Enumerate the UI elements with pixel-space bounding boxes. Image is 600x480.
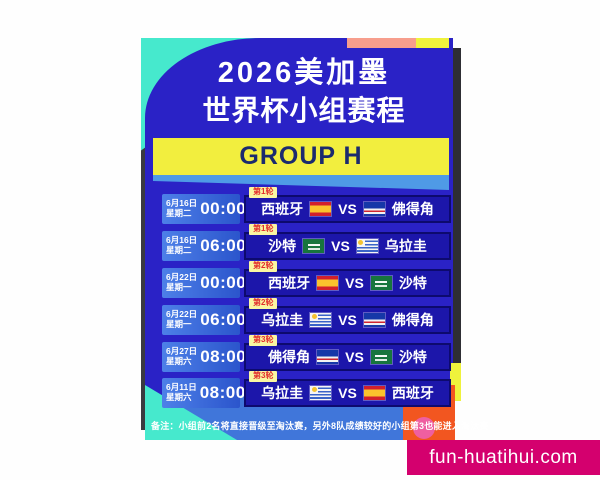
round-tag: 第2轮 (249, 261, 278, 272)
match-weekday: 星期六 (166, 356, 192, 366)
away-team-name: 沙特 (398, 349, 427, 365)
match-row: 6月22日 星期一 06:00 第2轮 乌拉圭 VS 佛得角 (141, 298, 461, 336)
watermark-text: fun-huatihui.com (429, 446, 578, 468)
home-team-flag-icon (310, 386, 332, 400)
match-row: 6月16日 星期二 00:00 第1轮 西班牙 VS 佛得角 (141, 187, 461, 225)
match-time: 00:00 (200, 273, 247, 292)
home-team-name: 乌拉圭 (261, 385, 304, 401)
away-team-flag-icon (363, 386, 385, 400)
match-date: 6月22日 (166, 272, 198, 283)
match-weekday: 星期二 (166, 245, 192, 255)
date-stack: 6月22日 星期一 (166, 272, 198, 293)
poster-right-edge (452, 48, 461, 363)
match-box: 第2轮 乌拉圭 VS 佛得角 (244, 298, 451, 334)
match-time: 00:00 (200, 199, 247, 218)
match-box: 第1轮 沙特 VS 乌拉圭 (244, 224, 451, 260)
home-team-name: 乌拉圭 (261, 312, 304, 328)
away-team-name: 佛得角 (391, 312, 434, 328)
away-team-name: 乌拉圭 (384, 238, 427, 254)
round-tag: 第3轮 (249, 335, 278, 346)
away-team-flag-icon (370, 350, 392, 364)
match-datetime: 6月22日 星期一 00:00 (162, 268, 246, 298)
yellow-top-strip-decoration (416, 38, 449, 48)
home-team-name: 沙特 (268, 238, 297, 254)
match-row: 6月11日 星期六 08:00 第3轮 乌拉圭 VS 西班牙 (141, 371, 461, 409)
match-weekday: 星期一 (166, 319, 192, 329)
home-team-flag-icon (310, 202, 332, 216)
yellow-right-strip-decoration (450, 363, 461, 401)
match-time: 08:00 (199, 383, 246, 402)
match-box: 第1轮 西班牙 VS 佛得角 (244, 187, 451, 223)
match-datetime: 6月22日 星期一 06:00 (162, 305, 246, 335)
round-tag: 第2轮 (249, 298, 278, 309)
match-box: 第3轮 乌拉圭 VS 西班牙 (244, 371, 451, 407)
pink-circle-decoration (413, 417, 435, 439)
vs-label: VS (331, 238, 350, 254)
match-box: 第2轮 西班牙 VS 沙特 (244, 261, 451, 297)
match-weekday: 星期二 (166, 208, 192, 218)
match-weekday: 星期六 (166, 392, 192, 402)
date-stack: 6月22日 星期一 (166, 309, 198, 330)
match-datetime: 6月11日 星期六 08:00 (162, 378, 245, 408)
home-team-name: 西班牙 (268, 275, 311, 291)
home-team-flag-icon (303, 239, 325, 253)
match-date: 6月22日 (166, 309, 198, 320)
vs-label: VS (338, 312, 357, 328)
match-date: 6月11日 (166, 382, 197, 393)
round-tag: 第1轮 (249, 187, 278, 198)
away-team-flag-icon (370, 276, 392, 290)
poster-left-edge (141, 90, 146, 430)
date-stack: 6月16日 星期二 (166, 235, 198, 256)
round-tag: 第1轮 (249, 224, 278, 235)
away-team-flag-icon (363, 313, 385, 327)
match-weekday: 星期一 (166, 282, 192, 292)
match-row: 6月22日 星期一 00:00 第2轮 西班牙 VS 沙特 (141, 261, 461, 299)
round-tag: 第3轮 (249, 371, 278, 382)
match-date: 6月27日 (166, 346, 198, 357)
worldcup-schedule-poster: 2026美加墨 世界杯小组赛程 GROUP H 6月16日 星期二 00:00 … (141, 38, 489, 440)
date-stack: 6月27日 星期六 (166, 346, 198, 367)
home-team-flag-icon (317, 276, 339, 290)
home-team-flag-icon (310, 313, 332, 327)
away-team-flag-icon (363, 202, 385, 216)
home-team-name: 西班牙 (261, 201, 304, 217)
match-datetime: 6月16日 星期二 00:00 (162, 194, 246, 224)
match-time: 06:00 (200, 310, 247, 329)
away-team-flag-icon (356, 239, 378, 253)
match-box: 第3轮 佛得角 VS 沙特 (244, 335, 451, 371)
match-datetime: 6月16日 星期二 06:00 (162, 231, 246, 261)
group-banner: GROUP H (153, 138, 449, 175)
date-stack: 6月11日 星期六 (166, 382, 197, 403)
match-date: 6月16日 (166, 198, 198, 209)
match-time: 06:00 (200, 236, 247, 255)
home-team-flag-icon (317, 350, 339, 364)
date-stack: 6月16日 星期二 (166, 198, 198, 219)
vs-label: VS (345, 349, 364, 365)
vs-label: VS (338, 385, 357, 401)
away-team-name: 西班牙 (391, 385, 434, 401)
match-time: 08:00 (200, 347, 247, 366)
match-datetime: 6月27日 星期六 08:00 (162, 342, 246, 372)
watermark-site-badge: fun-huatihui.com (407, 440, 600, 475)
title-line-1: 2026美加墨 (217, 57, 391, 89)
poster-title: 2026美加墨 世界杯小组赛程 (167, 54, 441, 130)
away-team-name: 佛得角 (391, 201, 434, 217)
match-row: 6月16日 星期二 06:00 第1轮 沙特 VS 乌拉圭 (141, 224, 461, 262)
match-row: 6月27日 星期六 08:00 第3轮 佛得角 VS 沙特 (141, 335, 461, 373)
coral-strip-decoration (347, 38, 417, 48)
away-team-name: 沙特 (398, 275, 427, 291)
home-team-name: 佛得角 (268, 349, 311, 365)
poster-footnote: 备注：小组前2名将直接晋级至淘汰赛，另外8队成绩较好的小组第3也能进入淘汰赛 (151, 421, 489, 431)
vs-label: VS (345, 275, 364, 291)
vs-label: VS (338, 201, 357, 217)
match-date: 6月16日 (166, 235, 198, 246)
title-line-2: 世界杯小组赛程 (202, 95, 406, 126)
